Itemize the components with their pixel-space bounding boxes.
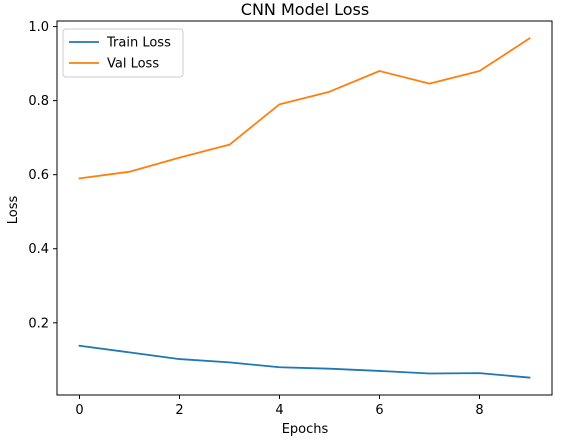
x-axis-ticks: 0 2 4 6 8 bbox=[75, 395, 484, 418]
legend: Train Loss Val Loss bbox=[62, 28, 184, 78]
chart-title: CNN Model Loss bbox=[241, 0, 369, 19]
x-tick-label: 6 bbox=[375, 403, 383, 418]
legend-label-1: Val Loss bbox=[107, 57, 159, 72]
axes-frame bbox=[56, 20, 553, 396]
y-tick-label: 0.4 bbox=[28, 242, 49, 257]
series-line-0 bbox=[78, 344, 531, 379]
plot-lines bbox=[78, 37, 531, 379]
x-tick-label: 4 bbox=[275, 403, 283, 418]
x-tick-label: 8 bbox=[475, 403, 483, 418]
series-line-1 bbox=[78, 37, 531, 180]
y-axis-title: Loss bbox=[6, 196, 21, 225]
x-axis-title: Epochs bbox=[282, 422, 329, 437]
plot-frame bbox=[56, 20, 553, 396]
x-tick-label: 2 bbox=[175, 403, 183, 418]
y-tick-label: 0.8 bbox=[28, 94, 49, 109]
legend-label-0: Train Loss bbox=[106, 36, 171, 51]
y-tick-label: 0.6 bbox=[28, 168, 49, 183]
x-tick-label: 0 bbox=[75, 403, 83, 418]
y-axis-ticks: 0.2 0.4 0.6 0.8 1.0 bbox=[28, 20, 57, 331]
y-tick-label: 1.0 bbox=[28, 20, 49, 35]
y-tick-label: 0.2 bbox=[28, 316, 49, 331]
legend-box bbox=[62, 28, 184, 78]
